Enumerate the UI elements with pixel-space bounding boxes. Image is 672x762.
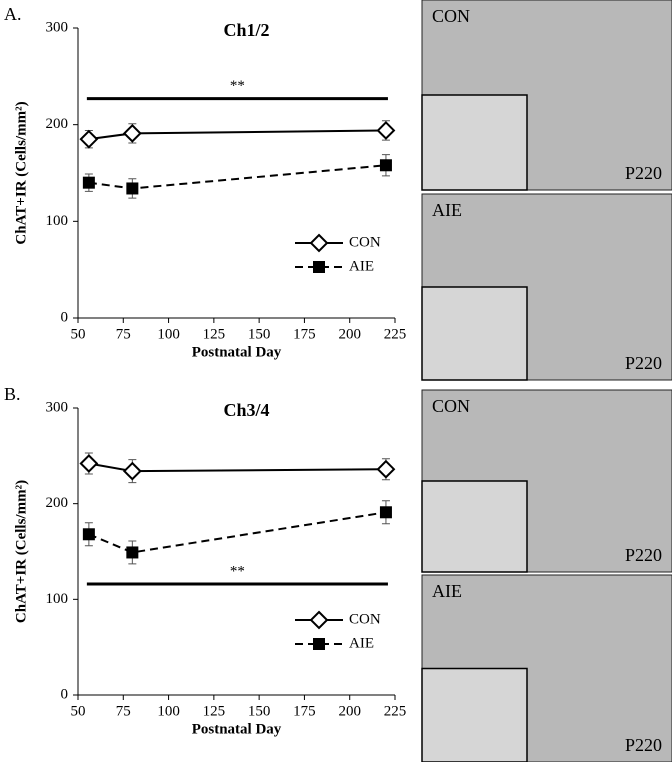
image-inset-label: P220	[625, 735, 662, 755]
marker	[126, 182, 139, 195]
image-label: AIE	[432, 200, 462, 220]
y-tick-label: 100	[46, 591, 69, 607]
y-tick-label: 100	[46, 213, 69, 229]
x-tick-label: 200	[338, 326, 361, 342]
image-label: AIE	[432, 581, 462, 601]
x-tick-label: 150	[248, 326, 271, 342]
marker	[309, 610, 329, 630]
x-tick-label: 75	[116, 703, 131, 719]
marker	[82, 176, 95, 189]
y-tick-label: 200	[46, 116, 69, 132]
x-tick-label: 225	[384, 703, 407, 719]
x-tick-label: 125	[203, 703, 226, 719]
image-inset-label: P220	[625, 163, 662, 183]
panel-label: A.	[4, 4, 22, 24]
marker	[79, 454, 99, 473]
x-axis-label: Postnatal Day	[192, 721, 282, 737]
panel-label: B.	[4, 384, 21, 404]
y-tick-label: 300	[46, 399, 69, 415]
image-label: CON	[432, 6, 470, 26]
marker	[122, 461, 142, 481]
marker	[79, 129, 99, 149]
y-axis-label: ChAT+IR (Cells/mm²)	[13, 480, 29, 623]
legend-label: AIE	[349, 258, 374, 274]
x-tick-label: 50	[71, 326, 86, 342]
y-tick-label: 200	[46, 495, 69, 511]
y-tick-label: 0	[61, 686, 69, 702]
x-tick-label: 150	[248, 703, 271, 719]
y-tick-label: 300	[46, 19, 69, 35]
inset	[421, 286, 528, 381]
image-label: CON	[432, 396, 470, 416]
image-inset-label: P220	[625, 353, 662, 373]
marker	[82, 528, 95, 541]
x-tick-label: 175	[293, 326, 316, 342]
marker	[376, 121, 396, 140]
legend-label: AIE	[349, 635, 374, 651]
marker	[379, 506, 392, 519]
inset	[421, 480, 528, 573]
x-tick-label: 125	[203, 326, 226, 342]
x-tick-label: 225	[384, 326, 407, 342]
marker	[379, 159, 392, 172]
legend-label: CON	[349, 234, 381, 250]
marker	[126, 546, 139, 559]
inset	[421, 94, 528, 191]
x-tick-label: 175	[293, 703, 316, 719]
x-axis-label: Postnatal Day	[192, 344, 282, 360]
chart-title: Ch3/4	[223, 400, 269, 420]
chart-title: Ch1/2	[223, 20, 269, 40]
marker	[122, 123, 142, 143]
series-line	[88, 511, 387, 554]
x-tick-label: 50	[71, 703, 86, 719]
marker	[309, 233, 329, 253]
marker	[313, 261, 325, 273]
x-tick-label: 75	[116, 326, 131, 342]
significance-label: **	[230, 563, 245, 579]
image-inset-label: P220	[625, 545, 662, 565]
x-tick-label: 100	[157, 326, 180, 342]
inset	[421, 667, 528, 762]
y-axis-label: ChAT+IR (Cells/mm²)	[13, 101, 29, 244]
marker	[376, 459, 396, 479]
marker	[313, 638, 325, 650]
x-tick-label: 100	[157, 703, 180, 719]
x-tick-label: 200	[338, 703, 361, 719]
legend-label: CON	[349, 611, 381, 627]
significance-label: **	[230, 78, 245, 94]
y-tick-label: 0	[61, 309, 69, 325]
